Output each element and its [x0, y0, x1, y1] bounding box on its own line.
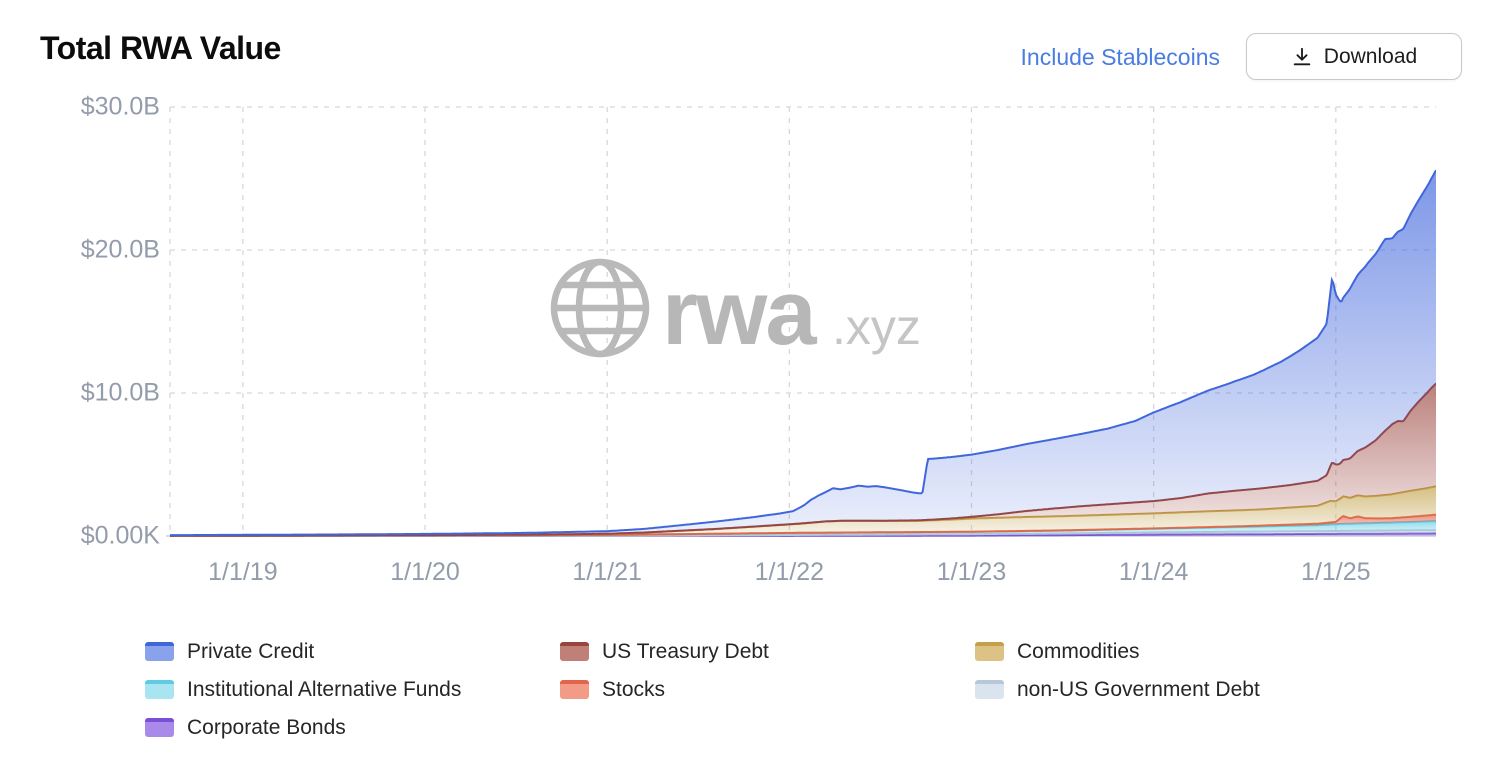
legend-item-stocks[interactable]: Stocks — [560, 676, 975, 703]
private-credit-area — [170, 170, 1436, 536]
legend-item-us-treasury-debt[interactable]: US Treasury Debt — [560, 638, 975, 665]
private-credit-swatch — [145, 642, 174, 661]
legend-label: Corporate Bonds — [187, 715, 346, 739]
watermark-brand: rwa — [662, 262, 817, 364]
legend-item-commodities[interactable]: Commodities — [975, 638, 1260, 665]
us-treasury-debt-swatch — [560, 642, 589, 661]
institutional-alternative-funds-swatch — [145, 680, 174, 699]
include-stablecoins-toggle[interactable]: Include Stablecoins — [1020, 44, 1220, 70]
commodities-swatch — [975, 642, 1004, 661]
private-credit-line — [170, 169, 1436, 537]
legend-item-institutional-alternative-funds[interactable]: Institutional Alternative Funds — [145, 676, 560, 703]
legend-item-non-us-government-debt[interactable]: non-US Government Debt — [975, 676, 1260, 703]
legend-label: US Treasury Debt — [602, 639, 769, 663]
legend-label: Stocks — [602, 677, 666, 701]
page-title: Total RWA Value — [40, 30, 281, 66]
x-axis-label: 1/1/24 — [1118, 558, 1189, 586]
x-axis-label: 1/1/19 — [208, 558, 278, 586]
legend-label: Private Credit — [187, 639, 315, 663]
corporate-bonds-swatch — [145, 718, 174, 737]
stacked-areas — [170, 169, 1436, 537]
rwa-watermark: rwa .xyz — [550, 258, 921, 364]
non-us-government-debt-area — [170, 530, 1436, 536]
x-axis-label: 1/1/22 — [754, 558, 825, 586]
legend-label: Commodities — [1017, 639, 1140, 663]
download-button-label: Download — [1323, 44, 1418, 68]
legend-item-corporate-bonds[interactable]: Corporate Bonds — [145, 714, 560, 741]
globe-icon — [550, 258, 650, 358]
x-axis-label: 1/1/21 — [572, 558, 642, 586]
legend-label: Institutional Alternative Funds — [187, 677, 462, 701]
stocks-swatch — [560, 680, 589, 699]
x-axis-label: 1/1/25 — [1301, 558, 1371, 586]
download-button[interactable]: Download — [1246, 33, 1462, 80]
x-axis-label: 1/1/20 — [390, 558, 460, 586]
y-axis-label: $10.0B — [80, 378, 160, 407]
y-axis-label: $30.0B — [80, 92, 160, 121]
x-axis-label: 1/1/23 — [936, 558, 1007, 586]
chart-legend: Private Credit US Treasury Debt Commodit… — [145, 638, 1260, 741]
y-axis-label: $0.00K — [80, 521, 160, 550]
institutional-alternative-funds-area — [170, 521, 1436, 536]
y-axis-label: $20.0B — [80, 235, 160, 264]
legend-item-private-credit[interactable]: Private Credit — [145, 638, 560, 665]
commodities-area — [170, 486, 1436, 536]
legend-label: non-US Government Debt — [1017, 677, 1260, 701]
download-icon — [1293, 47, 1311, 65]
non-us-government-debt-swatch — [975, 680, 1004, 699]
watermark-suffix: .xyz — [832, 299, 921, 355]
